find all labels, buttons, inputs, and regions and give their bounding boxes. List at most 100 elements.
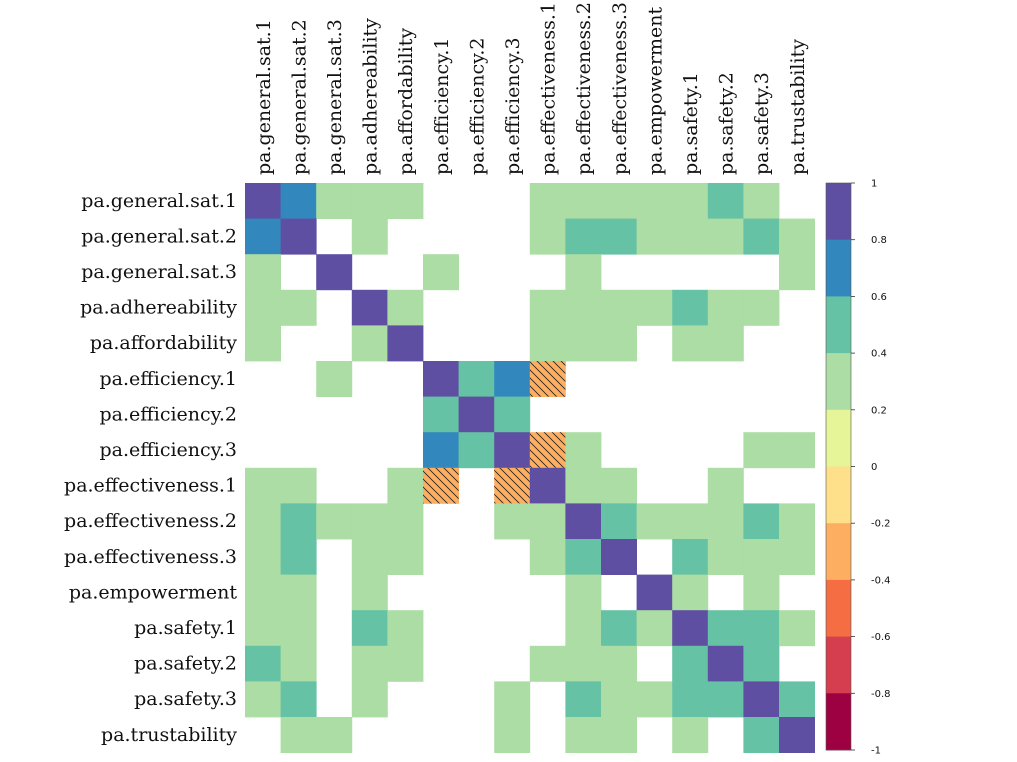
heatmap-cell <box>351 218 388 255</box>
heatmap-cell <box>245 467 281 504</box>
heatmap-cell <box>779 432 815 469</box>
heatmap-cell <box>601 645 637 682</box>
heatmap-cell <box>636 574 673 611</box>
heatmap-cell <box>779 539 815 575</box>
heatmap-cell <box>601 503 637 540</box>
heatmap-cell <box>601 289 637 326</box>
row-label: pa.general.sat.3 <box>81 261 237 283</box>
heatmap-cell <box>565 717 602 753</box>
heatmap-cell <box>565 467 602 504</box>
heatmap-cell <box>565 503 602 540</box>
heatmap-cell <box>280 467 317 504</box>
row-label: pa.safety.3 <box>134 688 237 710</box>
heatmap-cell <box>316 183 353 219</box>
colorbar-segment <box>826 693 851 751</box>
heatmap-cell <box>316 503 353 540</box>
heatmap-cell <box>636 289 673 326</box>
heatmap-cell <box>672 183 709 219</box>
row-label: pa.general.sat.1 <box>81 190 237 212</box>
heatmap-cell <box>529 467 566 504</box>
column-label: pa.effectiveness.3 <box>609 2 631 175</box>
heatmap-cell <box>280 289 317 326</box>
heatmap-cell <box>387 610 424 647</box>
colorbar-segment <box>826 523 851 581</box>
heatmap-cell <box>316 254 353 291</box>
heatmap-cell <box>707 325 744 362</box>
heatmap-cell <box>458 361 495 397</box>
heatmap-cell <box>672 325 709 362</box>
heatmap-cell <box>245 645 281 682</box>
row-label: pa.efficiency.2 <box>99 403 237 425</box>
colorbar-tick-label: 0.8 <box>871 235 887 246</box>
heatmap-cell <box>280 539 317 575</box>
heatmap-cell <box>672 503 709 540</box>
heatmap-cell <box>779 254 815 291</box>
row-label: pa.effectiveness.1 <box>64 475 237 497</box>
heatmap-cell <box>601 218 637 255</box>
column-label: pa.general.sat.2 <box>288 19 310 175</box>
heatmap-cell <box>245 325 281 362</box>
colorbar-tick-label: 1 <box>871 179 877 190</box>
heatmap-cell <box>743 539 780 575</box>
heatmap-cell <box>672 717 709 753</box>
heatmap-cell <box>601 681 637 718</box>
heatmap-cell <box>636 183 673 219</box>
heatmap-cell <box>565 645 602 682</box>
heatmap-cell <box>245 218 281 255</box>
heatmap-cell <box>743 681 780 718</box>
heatmap-cell <box>280 218 317 255</box>
heatmap-cell <box>387 325 424 362</box>
heatmap-cell <box>743 289 780 326</box>
colorbar-tick-label: -0.2 <box>871 519 891 530</box>
heatmap-cell <box>387 289 424 326</box>
heatmap-cell <box>458 396 495 433</box>
heatmap-cell <box>707 645 744 682</box>
column-label: pa.safety.1 <box>680 72 702 175</box>
heatmap-cell <box>423 432 459 469</box>
heatmap-cell <box>351 289 388 326</box>
heatmap-cell <box>245 681 281 718</box>
heatmap-cell <box>316 361 353 397</box>
column-label: pa.effectiveness.2 <box>573 2 595 175</box>
column-labels: pa.general.sat.1 pa.general.sat.2 pa.gener… <box>253 2 809 175</box>
heatmap-cell <box>601 717 637 753</box>
row-label: pa.effectiveness.2 <box>64 510 237 532</box>
heatmap-cell <box>387 503 424 540</box>
row-label: pa.effectiveness.3 <box>64 546 237 568</box>
heatmap-cell <box>743 610 780 647</box>
row-label: pa.affordability <box>90 332 237 354</box>
column-label: pa.general.sat.3 <box>324 19 346 175</box>
heatmap-cell <box>743 574 780 611</box>
heatmap-cell <box>565 681 602 718</box>
row-label: pa.adhereability <box>80 297 237 319</box>
heatmap-cell <box>743 432 780 469</box>
heatmap-cell <box>601 610 637 647</box>
heatmap-cell <box>601 325 637 362</box>
colorbar-segment <box>826 579 851 637</box>
negative-cell-hatch <box>494 467 530 504</box>
heatmap-cell <box>565 289 602 326</box>
heatmap-cell <box>565 432 602 469</box>
colorbar-segment <box>826 636 851 694</box>
heatmap-cell <box>351 574 388 611</box>
negative-cell-hatch <box>423 467 459 504</box>
heatmap-cell <box>494 681 531 718</box>
heatmap-cells <box>245 183 815 753</box>
heatmap-cell <box>672 681 709 718</box>
heatmap-cell <box>280 183 317 219</box>
colorbar-tick-label: -0.4 <box>871 575 891 586</box>
heatmap-cell <box>280 610 317 647</box>
colorbar-tick-label: -0.6 <box>871 632 891 643</box>
heatmap-cell <box>601 183 637 219</box>
heatmap-cell <box>351 681 388 718</box>
heatmap-cell <box>494 361 531 397</box>
heatmap-cell <box>565 218 602 255</box>
negative-cell-hatch <box>529 361 566 397</box>
heatmap-cell <box>494 396 531 433</box>
heatmap-cell <box>743 218 780 255</box>
heatmap-cell <box>494 717 531 753</box>
heatmap-cell <box>245 183 281 219</box>
heatmap-cell <box>779 717 815 753</box>
heatmap-cell <box>529 539 566 575</box>
colorbar-segment <box>826 183 851 241</box>
